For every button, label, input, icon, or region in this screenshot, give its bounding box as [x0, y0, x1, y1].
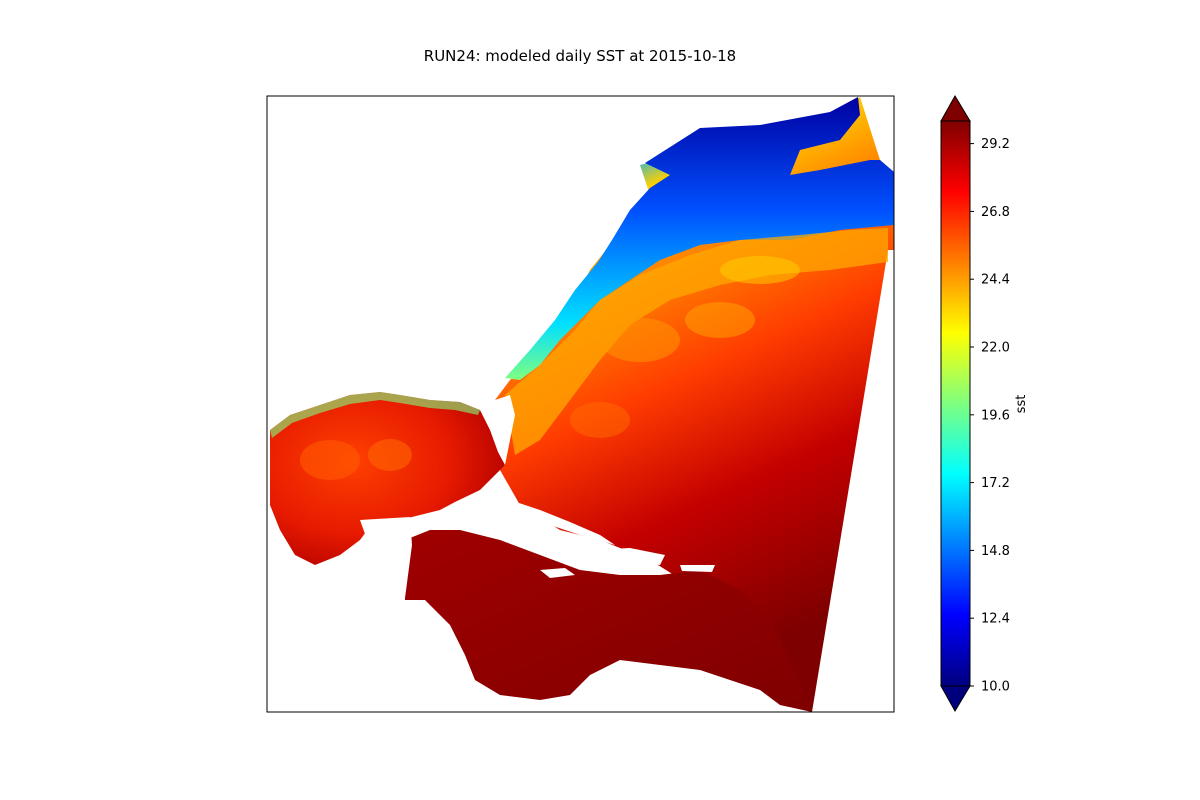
- puerto-rico-island: [680, 565, 715, 572]
- warm-eddy: [570, 402, 630, 438]
- colorbar-tick-label: 22.0: [981, 341, 1010, 356]
- figure-title: RUN24: modeled daily SST at 2015-10-18: [424, 47, 736, 65]
- gulf-stream-band: [505, 228, 888, 455]
- northern-shelf-water: [505, 97, 894, 380]
- cuba-island: [455, 497, 615, 545]
- colorbar-tick-label: 14.8: [981, 544, 1010, 559]
- colorbar-tick-label: 17.2: [981, 476, 1010, 491]
- colorbar-over-extension: [940, 95, 971, 122]
- colorbar-under-extension: [940, 685, 971, 712]
- warm-eddy: [300, 440, 360, 480]
- colorbar-tick-label: 29.2: [981, 137, 1010, 152]
- warm-eddy: [368, 439, 412, 471]
- colorbar-tick-label: 26.8: [981, 205, 1010, 220]
- warm-eddy: [685, 302, 755, 338]
- colorbar-gradient: [940, 120, 971, 687]
- colorbar-tick-label: 24.4: [981, 273, 1010, 288]
- map-frame: [266, 95, 895, 713]
- colorbar-label: sst: [1014, 395, 1029, 414]
- sst-field: [270, 97, 894, 712]
- gulf-coastal-fringe: [270, 392, 480, 438]
- jamaica-island: [540, 568, 575, 578]
- colorbar-ticks: 10.0 12.4 14.8 17.2 19.6 22.0 24.4 26.8 29.2: [970, 137, 1010, 695]
- colorbar-tick-label: 10.0: [981, 680, 1010, 695]
- gulf-of-mexico-region: [270, 392, 505, 565]
- warm-eddy: [720, 256, 800, 284]
- colorbar: 10.0 12.4 14.8 17.2 19.6 22.0 24.4 26.8 29.2 sst: [940, 95, 1029, 712]
- map-axes: [266, 95, 895, 713]
- colorbar-tick-label: 19.6: [981, 408, 1010, 423]
- caribbean-sea-region: [405, 530, 812, 712]
- florida-land: [480, 395, 515, 465]
- hispaniola-island: [590, 548, 665, 565]
- colorbar-tick-label: 12.4: [981, 612, 1010, 627]
- warm-eddy: [600, 318, 680, 362]
- yucatan-land: [360, 517, 412, 600]
